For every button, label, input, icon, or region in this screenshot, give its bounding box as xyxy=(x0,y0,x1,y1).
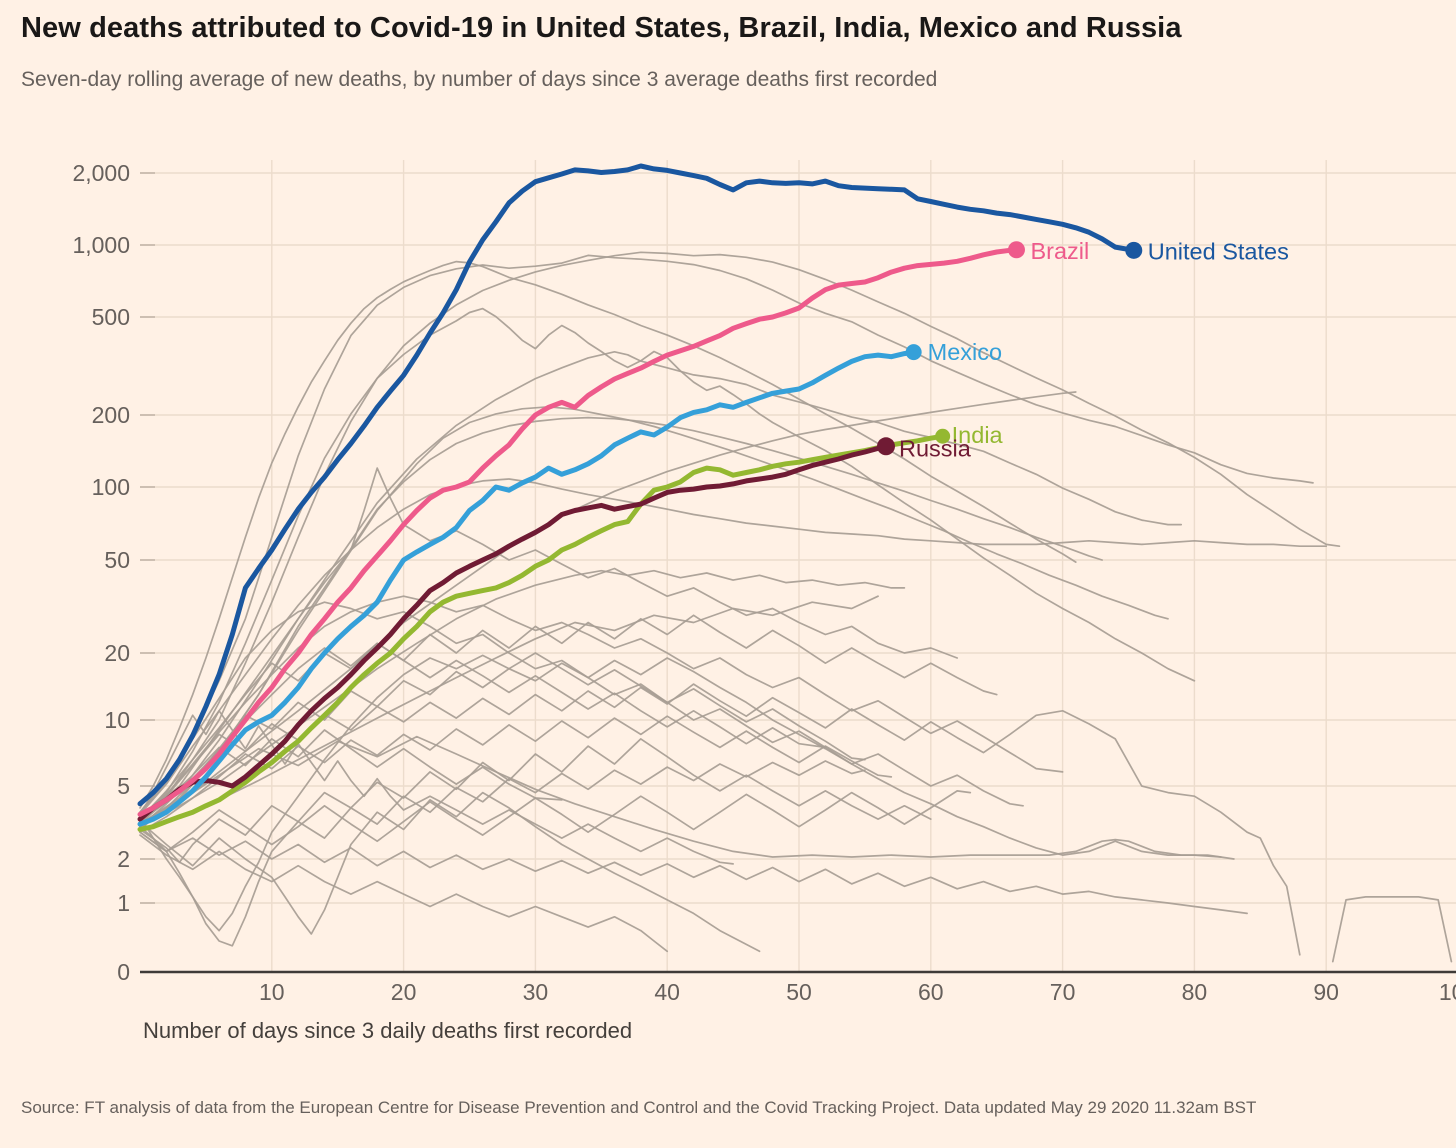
background-country-line xyxy=(139,251,1341,818)
background-country-line xyxy=(139,834,669,953)
background-country-line xyxy=(139,478,1328,816)
series-label-united-states: United States xyxy=(1148,238,1289,264)
x-tick-label: 60 xyxy=(918,979,944,1005)
x-tick-label: 100 xyxy=(1439,979,1456,1005)
page-subtitle: Seven-day rolling average of new deaths,… xyxy=(21,68,938,91)
background-country-line xyxy=(139,350,1183,823)
y-tick-label: 500 xyxy=(92,304,130,330)
background-country-line xyxy=(139,601,1024,814)
background-country-line xyxy=(139,595,1064,823)
series-line-india xyxy=(137,433,946,832)
background-country-line xyxy=(139,791,761,953)
y-tick-label: 200 xyxy=(92,402,130,428)
series-end-dot-mexico xyxy=(905,344,922,361)
x-tick-label: 30 xyxy=(523,979,549,1005)
y-tick-label: 20 xyxy=(104,640,130,666)
series-line-russia xyxy=(137,443,889,822)
x-tick-label: 90 xyxy=(1313,979,1339,1005)
background-country-line xyxy=(139,735,1222,858)
x-tick-label: 80 xyxy=(1182,979,1208,1005)
y-tick-label: 5 xyxy=(117,773,130,799)
series-end-dot-united-states xyxy=(1125,241,1143,259)
background-country-line xyxy=(139,760,866,947)
background-country-line xyxy=(139,657,1235,860)
series-line-mexico xyxy=(137,349,917,827)
series-label-mexico: Mexico xyxy=(928,339,1002,365)
background-country-line xyxy=(139,683,1301,956)
y-tick-label: 2,000 xyxy=(72,160,130,186)
y-tick-label: 0 xyxy=(117,959,130,985)
series-label-india: India xyxy=(952,422,1004,448)
background-country-line xyxy=(139,790,972,853)
background-country-line xyxy=(139,831,1248,915)
page-title: New deaths attributed to Covid-19 in Uni… xyxy=(21,12,1182,44)
x-tick-label: 40 xyxy=(654,979,680,1005)
x-tick-label: 70 xyxy=(1050,979,1076,1005)
y-tick-label: 1 xyxy=(117,890,130,916)
y-tick-label: 1,000 xyxy=(72,232,130,258)
y-tick-label: 50 xyxy=(104,547,130,573)
y-tick-label: 10 xyxy=(104,707,130,733)
source-note: Source: FT analysis of data from the Eur… xyxy=(21,1098,1257,1117)
x-tick-label: 20 xyxy=(391,979,417,1005)
background-country-line xyxy=(139,595,879,831)
x-tick-label: 10 xyxy=(259,979,285,1005)
series-end-dot-russia xyxy=(876,437,895,456)
x-tick-label: 50 xyxy=(786,979,812,1005)
series-end-dot-brazil xyxy=(1007,241,1025,259)
series-label-russia: Russia xyxy=(899,435,972,461)
series-end-dot-india xyxy=(935,428,951,444)
background-country-line xyxy=(139,729,563,825)
background-country-line xyxy=(139,709,734,865)
y-tick-label: 2 xyxy=(117,846,130,872)
background-country-line xyxy=(139,254,1314,814)
y-tick-label: 100 xyxy=(92,474,130,500)
series-label-brazil: Brazil xyxy=(1030,238,1089,264)
series-line-brazil xyxy=(137,247,1019,817)
series-line-united-states xyxy=(137,163,1137,807)
x-axis-title: Number of days since 3 daily deaths firs… xyxy=(143,1018,632,1043)
background-country-line xyxy=(139,652,866,932)
background-country-line xyxy=(1331,896,1453,963)
